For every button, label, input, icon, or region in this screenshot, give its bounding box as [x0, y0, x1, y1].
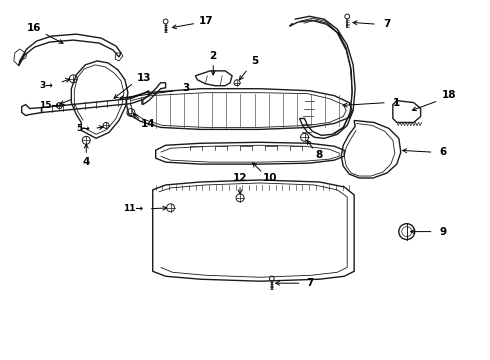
Text: 13: 13 [137, 73, 151, 83]
Text: 3: 3 [182, 83, 189, 93]
Text: 5→: 5→ [76, 124, 90, 133]
Text: 3→: 3→ [40, 81, 53, 90]
Text: 17: 17 [199, 16, 214, 26]
Text: 11→: 11→ [123, 204, 143, 213]
Text: 7: 7 [383, 19, 391, 29]
Text: 9: 9 [440, 226, 447, 237]
Text: 7: 7 [306, 278, 313, 288]
Text: 18: 18 [442, 90, 457, 100]
Text: 5: 5 [251, 56, 259, 66]
Text: 6: 6 [440, 147, 447, 157]
Text: 10: 10 [263, 173, 277, 183]
Text: 12: 12 [233, 173, 247, 183]
Text: 16: 16 [26, 23, 41, 33]
Text: 1: 1 [393, 98, 400, 108]
Text: 14: 14 [141, 120, 155, 130]
Text: 4: 4 [82, 157, 90, 167]
Text: 8: 8 [316, 150, 323, 160]
Text: 2: 2 [210, 51, 217, 61]
Text: 15→: 15→ [40, 101, 59, 110]
